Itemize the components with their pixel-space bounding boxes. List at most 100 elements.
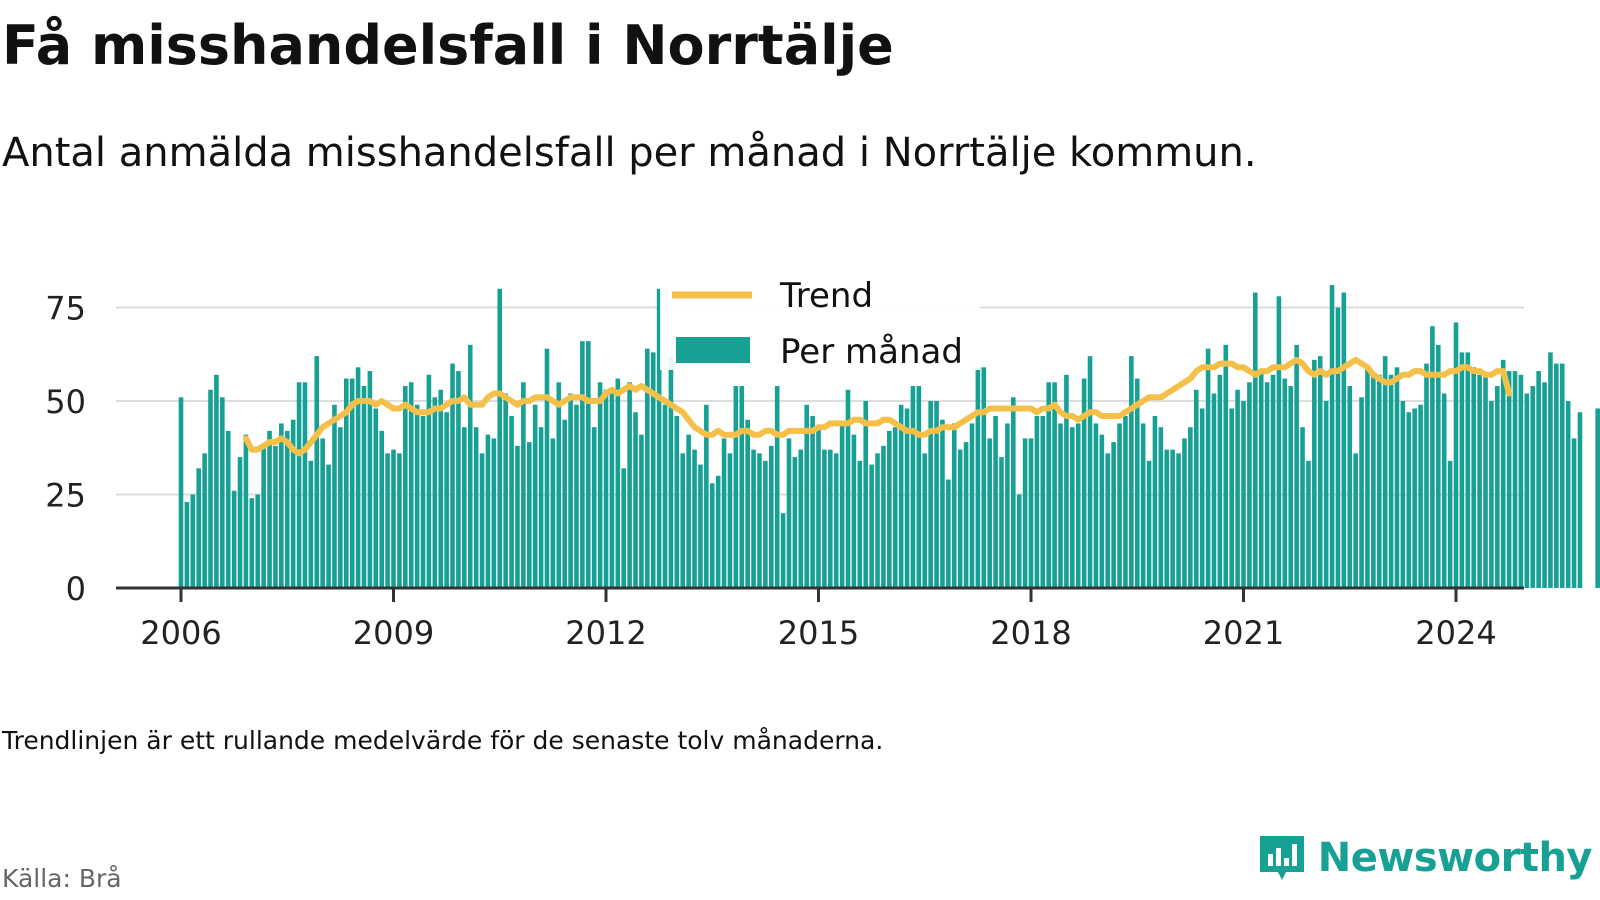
bar: [231, 490, 237, 588]
bar: [656, 288, 662, 588]
bar: [1276, 296, 1282, 588]
bar: [408, 382, 414, 588]
y-tick-label: 0: [66, 570, 86, 608]
bar: [1028, 438, 1034, 588]
bar: [1353, 453, 1358, 588]
bar: [284, 430, 290, 588]
bar: [450, 363, 455, 588]
chart-note: Trendlinjen är ett rullande medelvärde f…: [2, 726, 884, 755]
x-tick-label: 2021: [1203, 614, 1284, 652]
bar: [674, 415, 680, 588]
bar: [361, 386, 367, 588]
bar: [999, 457, 1004, 588]
bar: [863, 401, 869, 588]
bar: [739, 386, 745, 588]
bar: [515, 445, 520, 588]
bar: [780, 513, 786, 588]
bar: [1040, 415, 1046, 588]
bar: [1046, 382, 1052, 588]
bar: [1199, 408, 1205, 588]
bar: [1146, 460, 1152, 588]
bar: [1536, 371, 1541, 588]
bar: [521, 382, 526, 588]
bar: [792, 457, 798, 588]
x-tick-label: 2018: [990, 614, 1071, 652]
legend: Trend Per månad: [660, 272, 980, 372]
bar: [1034, 415, 1040, 588]
bar: [869, 464, 874, 588]
bar: [1152, 415, 1158, 588]
bar: [426, 374, 432, 588]
bar: [1058, 423, 1063, 588]
bar: [326, 464, 331, 588]
x-tick-label: 2012: [565, 614, 646, 652]
bar: [627, 382, 632, 588]
bar: [680, 453, 686, 588]
bar: [349, 378, 355, 588]
bar: [479, 453, 485, 588]
bar: [727, 453, 733, 588]
bar: [845, 389, 851, 588]
y-tick-label: 75: [45, 290, 86, 328]
bar: [237, 457, 243, 588]
bar: [733, 386, 739, 588]
bar: [261, 445, 266, 588]
bar: [550, 438, 556, 588]
bar: [1329, 285, 1335, 588]
bar: [1170, 449, 1175, 588]
bar: [196, 468, 202, 588]
bar: [887, 430, 892, 588]
bar: [290, 419, 296, 588]
bar: [1247, 382, 1252, 588]
bar: [715, 475, 721, 588]
bar: [1376, 374, 1382, 588]
bar: [1471, 367, 1477, 588]
newsworthy-logo-icon: [1259, 836, 1304, 880]
bar: [1253, 292, 1258, 588]
bar: [1365, 367, 1370, 588]
bar: [721, 438, 727, 588]
bar: [745, 419, 750, 588]
bar: [214, 374, 219, 588]
bar: [1010, 397, 1016, 588]
bar: [190, 494, 196, 588]
bar: [556, 382, 562, 588]
bar: [816, 427, 821, 588]
bar: [1052, 382, 1057, 588]
bar: [202, 453, 207, 588]
bar: [1382, 356, 1388, 588]
bar: [184, 501, 190, 588]
bar: [633, 412, 638, 588]
bar: [1070, 427, 1075, 588]
bar: [503, 393, 508, 588]
brand-name: Newsworthy: [1317, 835, 1593, 881]
bar: [1571, 438, 1577, 588]
bar: [798, 449, 804, 588]
bar: [1430, 326, 1435, 588]
trend-line-group: [242, 356, 1513, 457]
bar: [1022, 438, 1028, 588]
chart-subtitle: Antal anmälda misshandelsfall per månad …: [2, 130, 1257, 176]
x-tick-label: 2006: [140, 614, 221, 652]
bar: [645, 348, 650, 588]
bar: [1554, 363, 1559, 588]
bar: [1288, 386, 1294, 588]
bar: [922, 453, 928, 588]
bar: [1099, 434, 1105, 588]
bar: [1317, 356, 1323, 588]
bar: [1489, 401, 1494, 588]
bar: [343, 378, 349, 588]
bar: [1406, 412, 1412, 588]
bar: [462, 427, 467, 588]
bar: [662, 404, 668, 588]
bar: [438, 389, 444, 588]
bar: [373, 408, 379, 588]
bar: [538, 427, 544, 588]
legend-bars-swatch: [676, 337, 750, 363]
bar: [1371, 374, 1376, 588]
bar: [314, 356, 320, 588]
bar: [609, 393, 615, 588]
bar: [1323, 401, 1329, 588]
bar: [562, 419, 567, 588]
bar: [1087, 356, 1093, 588]
